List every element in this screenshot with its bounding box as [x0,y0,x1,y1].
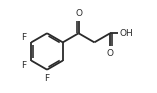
Text: O: O [75,9,82,18]
Text: F: F [44,74,50,83]
Text: O: O [107,49,114,58]
Text: OH: OH [119,29,133,38]
Text: F: F [21,33,26,42]
Text: F: F [21,61,26,70]
